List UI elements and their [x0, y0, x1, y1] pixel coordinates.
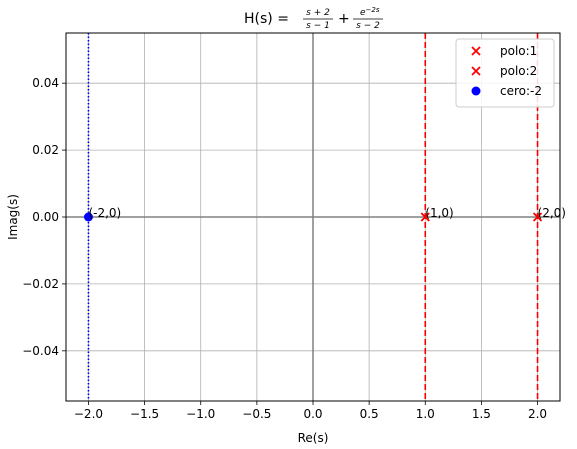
pole-marker-0-0 — [420, 212, 430, 222]
y-tick-label-4: 0.04 — [32, 76, 59, 90]
legend-circle-marker-2 — [471, 86, 481, 96]
point-annotation-1: (2,0) — [538, 206, 566, 220]
x-tick-label-4: 0.0 — [303, 407, 322, 421]
legend-marker-stroke-b — [471, 66, 481, 76]
title-term1-numerator: s + 2 — [306, 8, 330, 18]
title-prefix: H(s) = — [244, 11, 289, 27]
x-tick-label-8: 2.0 — [528, 407, 547, 421]
x-tick-label-5: 0.5 — [360, 407, 379, 421]
legend-x-marker-1 — [471, 66, 481, 76]
plot-area: (1,0) (2,0) (-2,0) −2.0 −1.5 −1.0 −0.5 0.0 0.5 1.… — [22, 32, 566, 421]
title-term2-numerator-base: e — [360, 8, 366, 18]
y-tick-label-3: 0.02 — [32, 143, 59, 157]
legend-label-1: polo:2 — [500, 64, 537, 78]
title-term2-numerator-exponent: −2s — [366, 6, 380, 14]
legend-box — [455, 38, 555, 108]
legend-label-0: polo:1 — [500, 44, 537, 58]
point-annotation-0: (1,0) — [425, 206, 453, 220]
title-term2-numerator: e−2s — [360, 6, 380, 18]
y-tick-label-1: −0.02 — [22, 277, 59, 291]
x-tick-label-6: 1.0 — [416, 407, 435, 421]
title-term2-denominator: s − 2 — [356, 21, 380, 31]
pole-marker-stroke-b — [532, 212, 543, 222]
y-tick-label-2: 0.00 — [32, 210, 59, 224]
point-annotation-2: (-2,0) — [88, 206, 121, 220]
legend-label-2: cero:-2 — [500, 84, 542, 98]
zero-marker-2-0 — [83, 212, 93, 222]
x-tick-label-3: −0.5 — [242, 407, 271, 421]
chart-title: H(s) = s + 2 s − 1 + e−2s s − 2 — [244, 6, 383, 31]
x-tick-label-7: 1.5 — [472, 407, 491, 421]
x-tick-label-1: −1.5 — [130, 407, 159, 421]
y-tick-label-0: −0.04 — [22, 344, 59, 358]
pole-marker-1-0 — [532, 212, 543, 222]
x-tick-label-0: −2.0 — [74, 407, 103, 421]
x-tick-label-2: −1.0 — [186, 407, 215, 421]
title-plus: + — [338, 11, 350, 27]
pole-marker-stroke-b — [420, 212, 430, 222]
y-axis-label: Imag(s) — [6, 194, 20, 240]
legend-marker-stroke-b — [471, 46, 481, 56]
legend-x-marker-0 — [471, 46, 481, 56]
legend: polo:1 polo:2 cero:-2 — [455, 38, 555, 108]
x-axis-label: Re(s) — [298, 431, 329, 445]
title-term1-denominator: s − 1 — [306, 21, 330, 31]
